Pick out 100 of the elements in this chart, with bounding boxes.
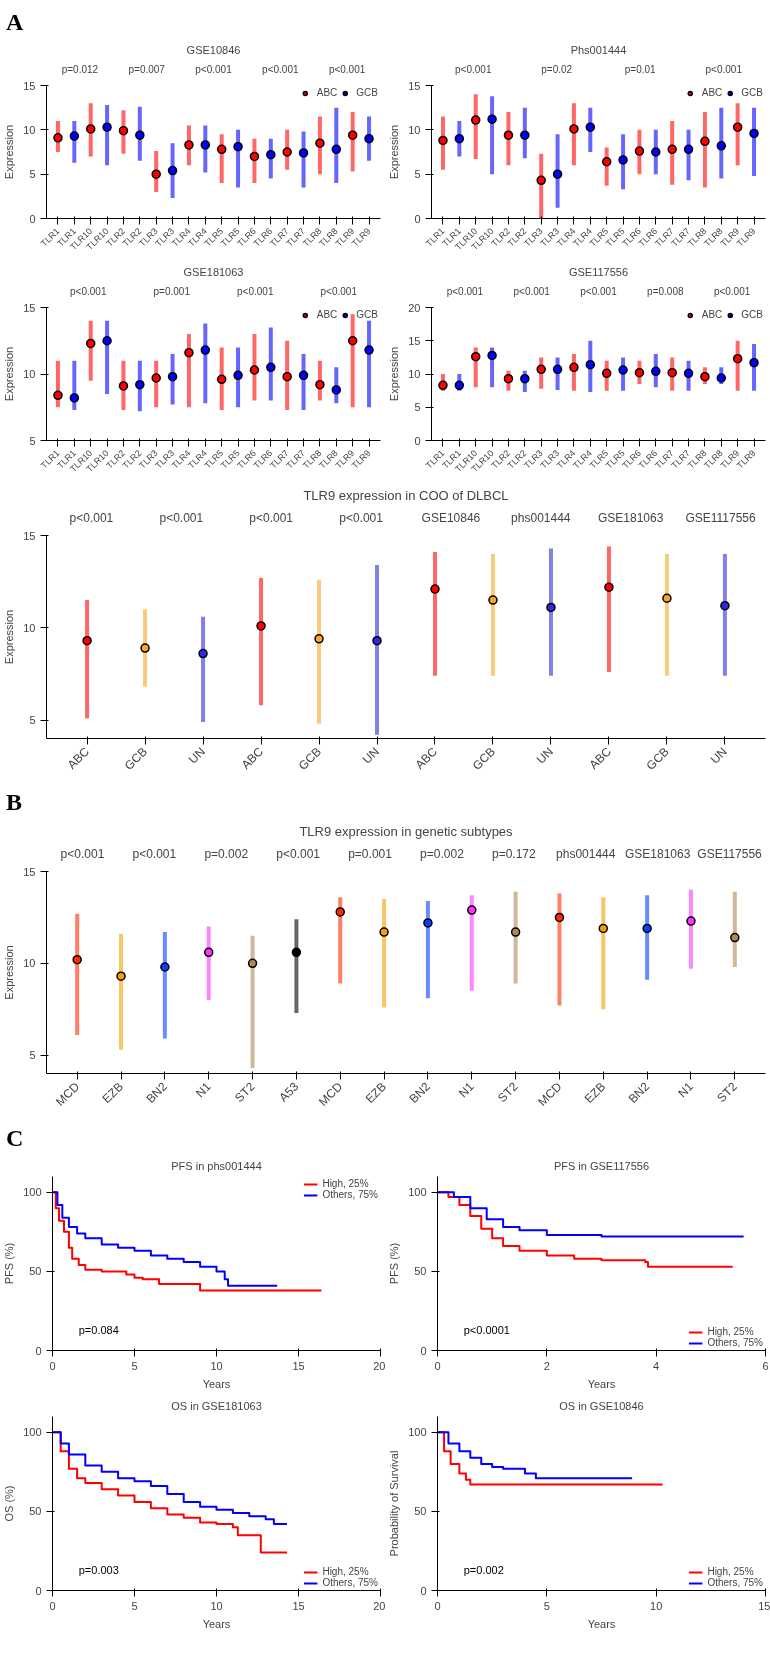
- text: p<0.001: [339, 510, 384, 525]
- point: [454, 380, 465, 391]
- point: [601, 157, 612, 167]
- text: GSE10846: [421, 510, 481, 525]
- legend-label: GCB: [741, 309, 763, 320]
- point: [69, 131, 80, 141]
- y-tick-label: 10: [408, 368, 421, 380]
- legend-label: ABC: [316, 309, 338, 320]
- point: [314, 634, 324, 644]
- x-tick-label: 0: [434, 1599, 441, 1612]
- x-tick-label: 0: [49, 1599, 56, 1612]
- point: [200, 140, 211, 150]
- chart-title: PFS in GSE117556: [553, 1159, 650, 1172]
- point: [102, 122, 112, 132]
- legend-label: High, 25%: [707, 1326, 754, 1337]
- point: [618, 155, 628, 165]
- point: [552, 364, 563, 375]
- point: [585, 122, 596, 132]
- y-tick-label: 0: [414, 212, 421, 225]
- chart-title: Phs001444: [570, 43, 627, 56]
- point: [536, 364, 546, 375]
- text: GSE1117556: [685, 510, 757, 525]
- y-tick-label: 15: [408, 334, 421, 347]
- text: p<0.001: [713, 285, 751, 297]
- text: A: [6, 8, 24, 37]
- y-tick-label: 100: [23, 1186, 42, 1199]
- point: [151, 169, 161, 179]
- point: [266, 362, 276, 373]
- x-tick-label: N1: [675, 1079, 697, 1101]
- text: p<0.001: [237, 285, 274, 297]
- y-tick-label: 10: [23, 621, 36, 634]
- x-tick-label: 20: [373, 1359, 386, 1372]
- point: [298, 370, 309, 381]
- point: [732, 353, 743, 364]
- point: [569, 124, 579, 134]
- y-tick-label: 50: [29, 1505, 42, 1518]
- y-tick-label: 5: [414, 168, 421, 181]
- point: [510, 927, 521, 937]
- y-axis-title: Expression: [3, 124, 16, 180]
- point: [667, 144, 677, 155]
- legend-label: GCB: [356, 87, 378, 98]
- point: [233, 141, 243, 152]
- point: [598, 923, 609, 934]
- text: B: [6, 788, 23, 817]
- y-tick-label: 20: [408, 301, 421, 314]
- point: [520, 130, 530, 140]
- y-tick-label: 10: [23, 957, 36, 970]
- text: p=0.002: [204, 846, 249, 861]
- y-tick-label: 5: [29, 714, 36, 727]
- y-tick-label: 50: [414, 1265, 427, 1278]
- point: [331, 144, 342, 155]
- text: p=0.02: [541, 63, 573, 75]
- y-tick-label: 15: [23, 529, 36, 542]
- x-tick-label: 15: [758, 1599, 770, 1612]
- point: [167, 165, 178, 176]
- text: p<0.001: [320, 285, 358, 297]
- point: [470, 115, 481, 125]
- point: [118, 381, 129, 391]
- legend-label: High, 25%: [322, 1566, 369, 1577]
- text: GSE181063: [624, 846, 691, 861]
- point: [116, 971, 126, 981]
- point: [662, 593, 672, 603]
- legend-label: Others, 75%: [707, 1577, 763, 1588]
- point: [601, 368, 612, 379]
- y-axis-title: Expression: [388, 346, 401, 402]
- x-tick-label: N1: [192, 1079, 214, 1101]
- y-tick-label: 0: [420, 1344, 427, 1357]
- point: [667, 367, 677, 378]
- point: [184, 347, 194, 358]
- point: [438, 135, 448, 146]
- x-tick-label: 6: [762, 1359, 769, 1372]
- y-tick-label: 15: [23, 301, 36, 314]
- y-tick-label: 10: [408, 123, 421, 136]
- point: [203, 947, 214, 958]
- point: [151, 373, 161, 383]
- text: p=0.172: [491, 846, 537, 861]
- point: [167, 371, 178, 382]
- text: p=0.008: [647, 285, 684, 297]
- legend-label: Others, 75%: [322, 1577, 378, 1588]
- text: phs001444: [556, 846, 616, 861]
- point: [135, 130, 145, 140]
- legend-label: High, 25%: [322, 1178, 369, 1189]
- text: p<0.001: [705, 63, 743, 75]
- point: [430, 584, 440, 594]
- x-axis-title: Years: [202, 1617, 231, 1630]
- y-axis-title: Expression: [3, 609, 16, 665]
- text: p<0.001: [60, 846, 105, 861]
- y-tick-label: 0: [420, 1584, 427, 1597]
- x-tick-label: 15: [292, 1359, 305, 1372]
- point: [266, 149, 276, 160]
- legend-label: ABC: [701, 309, 723, 320]
- point: [135, 379, 145, 390]
- point: [749, 357, 759, 368]
- point: [487, 350, 497, 361]
- point: [423, 918, 433, 928]
- chart-title: OS in GSE181063: [171, 1399, 262, 1412]
- point: [184, 140, 194, 150]
- x-tick-label: UN: [707, 744, 730, 767]
- legend-label: Others, 75%: [707, 1337, 763, 1348]
- point: [604, 582, 614, 592]
